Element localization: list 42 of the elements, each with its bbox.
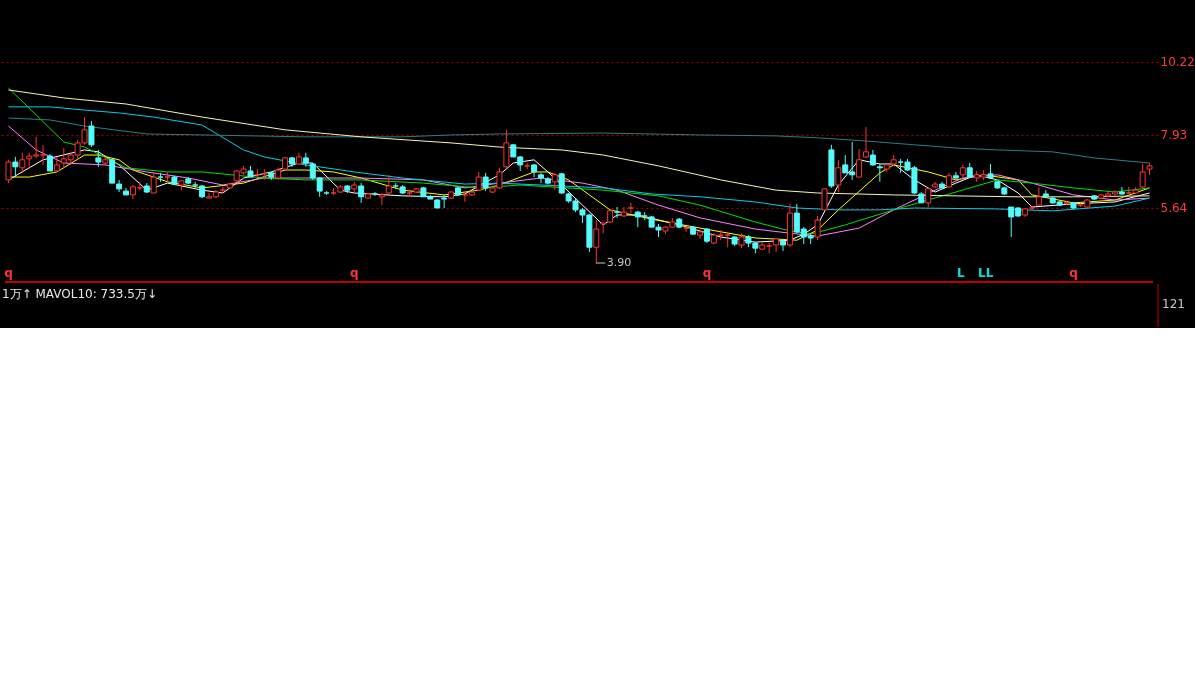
candlestick xyxy=(358,182,365,204)
candlestick xyxy=(814,215,821,241)
candlestick xyxy=(821,188,828,211)
candlestick xyxy=(150,171,157,194)
candlestick xyxy=(863,126,869,159)
candlestick xyxy=(835,159,842,193)
annotation: q xyxy=(702,266,712,280)
line-series xyxy=(7,106,1151,212)
annotation: L xyxy=(956,266,965,280)
candlestick xyxy=(1139,163,1146,189)
annotation: q xyxy=(1069,266,1078,280)
candlestick xyxy=(5,159,12,184)
annotation: 3.90 xyxy=(606,256,632,269)
candlestick xyxy=(40,144,47,166)
candlestick xyxy=(385,174,392,196)
candlestick xyxy=(461,192,468,203)
y-tick-label: 10.22 xyxy=(1160,55,1195,70)
candlestick xyxy=(1118,186,1125,196)
annotation: q xyxy=(4,266,13,280)
line-series xyxy=(7,125,1151,237)
annotation: LL xyxy=(977,266,994,280)
candlestick xyxy=(627,202,634,214)
candlestick xyxy=(378,192,385,206)
y-tick-label: 7.93 xyxy=(1160,128,1188,143)
candlestick xyxy=(482,172,489,192)
candlestick xyxy=(371,191,378,197)
text: 1万↑ MAVOL10: 733.5万↓ xyxy=(2,287,157,301)
candlestick xyxy=(925,186,932,208)
text: 121 xyxy=(1162,297,1185,311)
candlestick xyxy=(856,148,863,178)
y-tick-label: 5.64 xyxy=(1160,201,1188,216)
candlestick xyxy=(88,120,95,148)
candlestick xyxy=(53,156,60,172)
candlestick xyxy=(1035,186,1042,206)
candlestick xyxy=(593,219,600,264)
line-series xyxy=(7,89,1151,198)
candlestick xyxy=(524,162,531,170)
annotation: q xyxy=(349,266,359,280)
candlestick xyxy=(614,206,621,219)
candlestick xyxy=(780,238,787,252)
candlestick xyxy=(503,129,510,169)
candlestick xyxy=(12,156,19,178)
